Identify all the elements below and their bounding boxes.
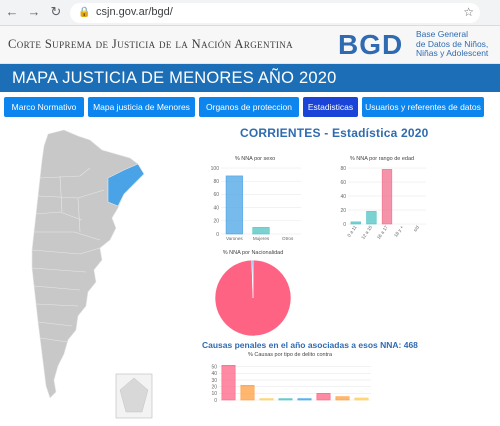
x-tick-label: 12 a 15	[360, 224, 373, 240]
y-tick-label: 10	[211, 391, 217, 397]
chart-nacionalidad-title: % NNA por Nacionalidad	[222, 250, 284, 256]
y-tick-label: 60	[340, 180, 346, 186]
x-tick-label: s/d	[412, 224, 420, 232]
logo-line-2: de Datos de Niños,	[416, 38, 489, 49]
browser-toolbar: ← → ↻ 🔒 csjn.gov.ar/bgd/ ☆	[0, 0, 500, 26]
interior-borders	[31, 167, 105, 343]
court-name: Corte Suprema de Justicia de la Nación A…	[8, 37, 294, 51]
stats-title: CORRIENTES - Estadística 2020	[240, 126, 429, 140]
y-tick-label: 30	[211, 378, 217, 384]
y-tick-label: 20	[213, 219, 219, 225]
x-tick-label: 16 a 17	[376, 224, 389, 240]
address-bar[interactable]: 🔒 csjn.gov.ar/bgd/ ☆	[70, 3, 480, 23]
x-tick-label: Varones	[226, 236, 243, 241]
bar[interactable]	[335, 396, 350, 401]
x-tick-label: 0 a 11	[346, 224, 357, 237]
page-title: MAPA JUSTICIA DE MENORES AÑO 2020	[12, 69, 337, 87]
nav-estadisticas[interactable]: Estadisticas	[303, 97, 358, 117]
arrow-right-icon[interactable]: →	[27, 4, 41, 19]
reload-icon[interactable]: ↻	[50, 4, 62, 19]
bar[interactable]	[354, 397, 369, 401]
y-tick-label: 20	[340, 208, 346, 214]
y-tick-label: 40	[213, 205, 219, 211]
logo-line-3: Niñas y Adolescent	[416, 48, 489, 58]
y-tick-label: 0	[216, 232, 219, 238]
bgd-logo-subtitle: Base General de Datos de Niños, Niñas y …	[416, 29, 489, 59]
bar[interactable]	[259, 398, 274, 401]
lock-icon[interactable]: 🔒	[78, 7, 91, 18]
bgd-logo[interactable]: BGD	[338, 29, 404, 60]
chart-delito: % Causas por tipo de delito contra 0 10 20…	[205, 352, 375, 404]
antarctica-shape	[119, 377, 149, 413]
nav-organos-proteccion[interactable]: Organos de proteccion	[199, 97, 299, 117]
nav-usuarios-referentes[interactable]: Usuarios y referentes de datos	[362, 97, 484, 117]
y-tick-label: 40	[211, 371, 217, 377]
chart-edad-title: % NNA por rango de edad	[349, 156, 415, 162]
y-tick-label: 80	[213, 179, 219, 185]
x-tick-label: 18 y +	[393, 224, 405, 237]
y-tick-label: 40	[340, 194, 346, 200]
pie-slice[interactable]	[251, 259, 254, 299]
bar[interactable]	[381, 169, 393, 225]
y-tick-label: 50	[211, 364, 217, 370]
bar[interactable]	[225, 175, 243, 235]
chart-sexo-title: % NNA por sexo	[234, 156, 276, 162]
bar[interactable]	[221, 365, 236, 401]
nav-marco-normativo[interactable]: Marco Normativo	[4, 97, 84, 117]
bar[interactable]	[350, 221, 361, 225]
chart-delito-title: % Causas por tipo de delito contra	[247, 352, 333, 358]
arrow-left-icon[interactable]: ←	[5, 4, 19, 19]
nav-mapa-justicia[interactable]: Mapa justicia de Menores	[88, 97, 195, 117]
logo-line-1: Base General	[416, 29, 468, 39]
x-tick-label: Otros	[282, 236, 294, 241]
bar[interactable]	[240, 385, 255, 401]
bar[interactable]	[297, 398, 312, 401]
bar[interactable]	[316, 393, 331, 401]
chart-nacionalidad-svg	[214, 259, 292, 337]
province-corrientes[interactable]	[107, 163, 145, 207]
chart-nacionalidad: % NNA por Nacionalidad	[205, 250, 301, 340]
argentina-map[interactable]	[20, 128, 160, 426]
bar[interactable]	[252, 227, 270, 235]
x-tick-label: Mujeres	[253, 236, 270, 241]
chart-edad-svg: 0 20 40 60 80 0 a 11 12 a 15 16 a 17 18 y + s/d	[340, 166, 426, 240]
y-tick-label: 20	[211, 384, 217, 390]
causas-title: Causas penales en el año asociadas a eso…	[202, 340, 418, 350]
chart-sexo: % NNA por sexo 0 20 40 60 80 100 Varones Mujere…	[205, 156, 305, 246]
chart-sexo-svg: 0 20 40 60 80 100 Varones Mujeres Otros	[211, 166, 301, 241]
star-icon[interactable]: ☆	[463, 5, 474, 19]
y-tick-label: 0	[214, 398, 217, 402]
bar[interactable]	[366, 211, 377, 225]
title-band: MAPA JUSTICIA DE MENORES AÑO 2020	[0, 64, 500, 92]
y-tick-label: 80	[340, 166, 346, 172]
site-header: Corte Suprema de Justicia de la Nación A…	[0, 26, 500, 64]
bar[interactable]	[278, 398, 293, 401]
url-text[interactable]: csjn.gov.ar/bgd/	[96, 6, 173, 18]
y-tick-label: 0	[343, 222, 346, 228]
chart-edad: % NNA por rango de edad 0 20 40 60 80 0 a 11 1…	[334, 156, 430, 246]
y-tick-label: 100	[211, 166, 220, 172]
y-tick-label: 60	[213, 192, 219, 198]
